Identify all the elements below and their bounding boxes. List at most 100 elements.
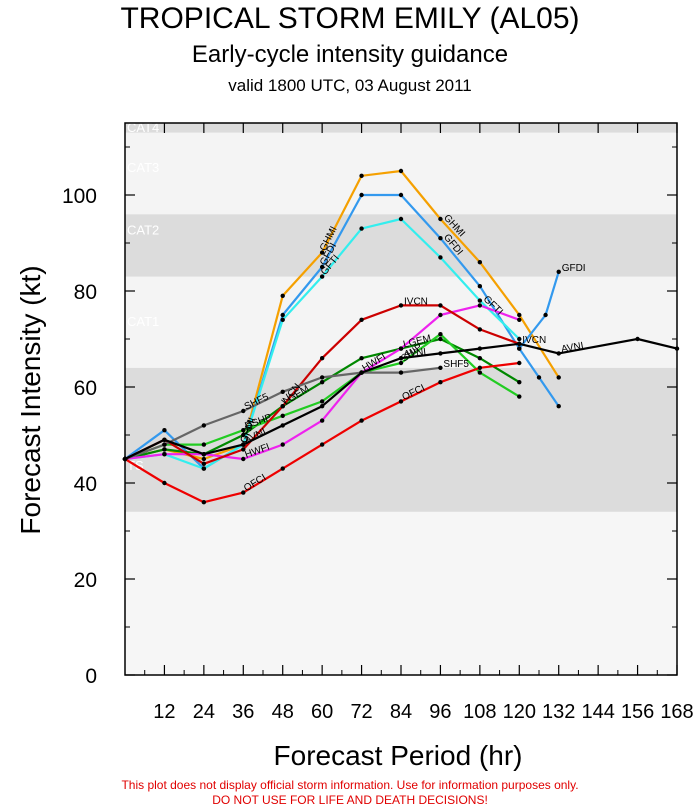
data-point-ship bbox=[201, 442, 207, 447]
data-point-ofci bbox=[359, 418, 364, 423]
data-point-gfdi bbox=[543, 312, 548, 318]
data-point-ship bbox=[517, 394, 522, 399]
data-point-shf5 bbox=[241, 408, 246, 414]
data-point-avni bbox=[398, 356, 404, 361]
chart-title: TROPICAL STORM EMILY (AL05) bbox=[120, 2, 580, 35]
data-point-avni bbox=[477, 346, 483, 351]
y-tick-label: 80 bbox=[74, 281, 97, 304]
data-point-lgem bbox=[162, 447, 167, 452]
x-tick-label: 168 bbox=[660, 701, 693, 723]
x-tick-label: 156 bbox=[621, 701, 654, 723]
data-point-gfti bbox=[398, 216, 404, 222]
data-point-ofci bbox=[517, 360, 522, 366]
data-point-gfdi bbox=[319, 264, 325, 270]
data-point-avni bbox=[201, 452, 207, 457]
x-tick-label: 60 bbox=[311, 701, 333, 723]
series-points bbox=[122, 168, 680, 505]
data-point-gfdi bbox=[477, 284, 483, 289]
data-point-ivcn bbox=[438, 303, 443, 308]
disclaimer-line-1: This plot does not display official stor… bbox=[121, 778, 579, 792]
series-label-ivcn: IVCN bbox=[522, 335, 546, 346]
y-axis-label: Forecast Intensity (kt) bbox=[15, 265, 46, 534]
data-point-shf5 bbox=[280, 389, 285, 394]
x-tick-label: 84 bbox=[390, 701, 412, 723]
data-point-gfdi2 bbox=[517, 346, 522, 351]
y-tick-label: 0 bbox=[85, 665, 97, 688]
data-point-ghmi bbox=[280, 293, 285, 298]
data-point-ofci bbox=[438, 380, 443, 385]
data-point-ghmi bbox=[398, 168, 404, 174]
data-point-ghmi bbox=[319, 250, 325, 255]
data-point-ghmi bbox=[477, 260, 483, 265]
data-point-hwfi bbox=[241, 456, 246, 462]
data-point-shf5 bbox=[398, 370, 404, 375]
band-cat1 bbox=[125, 276, 677, 368]
y-tick-label: 100 bbox=[62, 185, 97, 208]
data-point-hwfi bbox=[477, 303, 483, 308]
data-point-hwfi bbox=[280, 442, 285, 447]
x-tick-label: 120 bbox=[503, 701, 536, 723]
series-label-gfdi: GFDI bbox=[562, 263, 586, 274]
data-point-hwfi bbox=[517, 317, 522, 322]
band-label-cat1: CAT1 bbox=[127, 314, 159, 329]
data-point-hwfi bbox=[162, 452, 167, 457]
data-point-ghmi bbox=[359, 173, 364, 178]
data-point-shf5 bbox=[319, 375, 325, 380]
band-cat2 bbox=[125, 214, 677, 277]
data-point-avni bbox=[438, 351, 443, 356]
data-point-gfti bbox=[280, 317, 285, 322]
series-line-avni bbox=[124, 337, 678, 460]
y-tick-label: 60 bbox=[74, 377, 97, 400]
x-tick-label: 96 bbox=[429, 701, 451, 723]
data-point-ship bbox=[477, 370, 483, 375]
data-point-ofci bbox=[162, 480, 167, 486]
data-point-gfdi2 bbox=[536, 375, 542, 380]
data-point-hwfi bbox=[319, 418, 325, 423]
data-point-gfdi bbox=[556, 269, 561, 274]
x-tick-label: 36 bbox=[232, 701, 254, 723]
x-tick-label: 24 bbox=[193, 701, 215, 723]
data-point-avni bbox=[517, 341, 522, 346]
data-point-avni bbox=[635, 336, 640, 342]
x-tick-label: 108 bbox=[463, 701, 496, 723]
data-point-gfdi bbox=[280, 312, 285, 318]
y-tick-label: 20 bbox=[74, 569, 97, 592]
data-point-gfti bbox=[319, 274, 325, 279]
data-point-lgem bbox=[438, 336, 443, 342]
band-ts bbox=[125, 367, 677, 512]
chart-subtitle: Early-cycle intensity guidance bbox=[191, 41, 509, 68]
data-point-avni bbox=[241, 442, 246, 447]
axes: 0 20 40 60 80 100 12 24 36 48 60 72 84 96 108 120 132 144… bbox=[62, 122, 694, 723]
data-point-gfti bbox=[477, 298, 483, 303]
data-point-gfti bbox=[517, 336, 522, 342]
series-label-avni: AVNI bbox=[403, 347, 427, 361]
data-point-ivcn bbox=[359, 317, 364, 322]
data-point-avni bbox=[280, 423, 285, 428]
data-point-ship bbox=[319, 399, 325, 404]
data-point-ghmi bbox=[438, 216, 443, 222]
band-cat3 bbox=[125, 132, 677, 215]
x-tick-label: 144 bbox=[581, 701, 614, 723]
data-point-ghmi bbox=[517, 312, 522, 318]
data-point-ivcn bbox=[280, 404, 285, 409]
data-point-ofci bbox=[201, 500, 207, 505]
data-point-ofci bbox=[241, 490, 246, 495]
data-point-avni bbox=[162, 437, 167, 442]
band-label-cat2: CAT2 bbox=[127, 223, 159, 238]
x-tick-label: 48 bbox=[272, 701, 294, 723]
data-point-avni bbox=[359, 370, 364, 375]
data-point-ofci bbox=[280, 466, 285, 471]
series-label-ivcn: IVCN bbox=[404, 296, 428, 307]
data-point-lgem bbox=[241, 432, 246, 438]
data-point-lgem bbox=[517, 380, 522, 385]
data-point-gfdi bbox=[438, 236, 443, 241]
data-point-avni bbox=[319, 404, 325, 409]
x-axis-label: Forecast Period (hr) bbox=[274, 740, 523, 771]
data-point-ivcn bbox=[477, 327, 483, 332]
data-point-ofci bbox=[319, 442, 325, 447]
x-tick-label: 72 bbox=[350, 701, 372, 723]
data-point-ship bbox=[280, 413, 285, 418]
x-tick-label: 12 bbox=[153, 701, 175, 723]
data-point-ofci bbox=[398, 399, 404, 404]
